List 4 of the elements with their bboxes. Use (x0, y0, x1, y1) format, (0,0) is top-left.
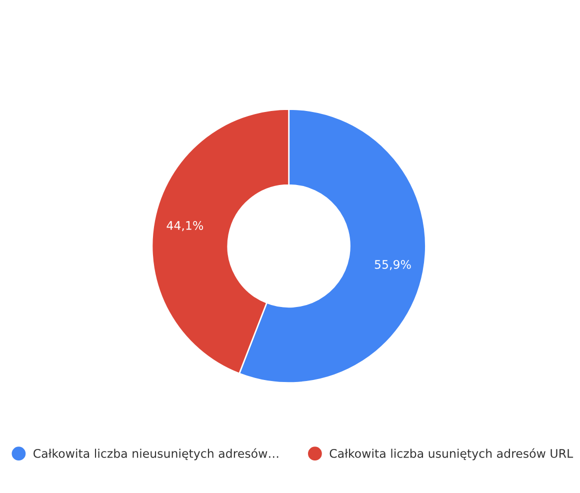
data-label: 44,1% (166, 221, 204, 232)
legend-label: Całkowita liczba usuniętych adresów URL (330, 448, 574, 460)
legend-label: Całkowita liczba nieusuniętych adresów… (34, 448, 278, 460)
data-label: 55,9% (374, 260, 411, 270)
